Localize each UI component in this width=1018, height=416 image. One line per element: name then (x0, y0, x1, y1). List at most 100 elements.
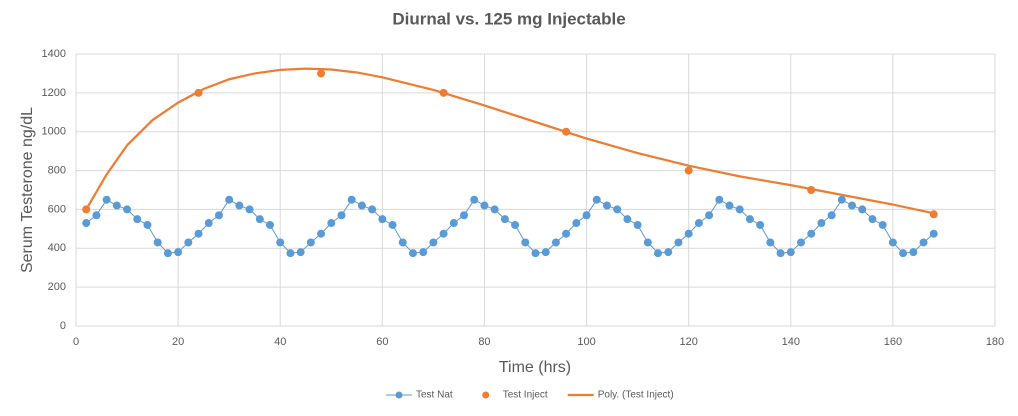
legend-item: Poly. (Test Inject) (567, 390, 674, 401)
y-tick-label: 1200 (42, 87, 66, 99)
data-point (858, 205, 867, 214)
data-point (245, 205, 254, 214)
series-line (85, 199, 935, 254)
data-point (776, 249, 785, 258)
data-point (112, 201, 121, 210)
x-tick-label: 180 (986, 336, 1004, 348)
legend-label: Test Nat (416, 390, 453, 401)
chart-title: Diurnal vs. 125 mg Injectable (392, 9, 625, 28)
data-point (357, 201, 366, 210)
data-point (909, 248, 918, 257)
data-point (408, 249, 417, 258)
data-point (531, 249, 540, 258)
data-point (286, 249, 295, 258)
data-point (643, 238, 652, 247)
data-point (888, 238, 897, 247)
data-point (929, 210, 938, 219)
data-point (398, 238, 407, 247)
data-point (225, 195, 234, 204)
data-point (929, 229, 938, 238)
data-point (470, 195, 479, 204)
data-point (878, 220, 887, 229)
data-point (868, 215, 877, 224)
data-point (786, 248, 795, 257)
legend-swatch-marker (482, 391, 490, 399)
x-tick-label: 160 (884, 336, 902, 348)
data-point (82, 219, 91, 228)
data-point (143, 220, 152, 229)
data-point (500, 215, 509, 224)
data-point (214, 211, 223, 220)
data-point (133, 215, 142, 224)
data-point (429, 238, 438, 247)
data-point (439, 229, 448, 238)
x-axis-label: Time (hrs) (499, 359, 571, 376)
data-point (562, 229, 571, 238)
data-point (694, 219, 703, 228)
data-point (317, 69, 326, 78)
x-tick-label: 140 (782, 336, 800, 348)
y-tick-label: 1400 (42, 48, 66, 60)
data-point (153, 238, 162, 247)
y-tick-label: 800 (48, 164, 66, 176)
x-tick-label: 80 (478, 336, 490, 348)
x-tick-label: 40 (274, 336, 286, 348)
data-point (919, 238, 928, 247)
data-point (817, 219, 826, 228)
data-point (378, 215, 387, 224)
data-point (368, 205, 377, 214)
x-tick-label: 60 (376, 336, 388, 348)
data-point (572, 219, 581, 228)
legend-item: Test Inject (482, 390, 548, 401)
data-point (592, 195, 601, 204)
data-point (684, 229, 693, 238)
x-tick-label: 100 (577, 336, 595, 348)
data-point (705, 211, 714, 220)
data-point (511, 220, 520, 229)
y-tick-label: 1000 (42, 126, 66, 138)
data-point (664, 248, 673, 257)
data-point (480, 201, 489, 210)
data-point (684, 166, 693, 175)
data-point (102, 195, 111, 204)
x-tick-label: 0 (73, 336, 79, 348)
data-point (266, 220, 275, 229)
x-tick-label: 20 (172, 336, 184, 348)
data-point (123, 205, 132, 214)
data-point (899, 249, 908, 258)
data-point (766, 238, 775, 247)
data-point (174, 248, 183, 257)
data-point (654, 249, 663, 258)
data-point (460, 211, 469, 220)
data-point (184, 238, 193, 247)
data-point (745, 215, 754, 224)
data-point (194, 229, 203, 238)
data-point (715, 195, 724, 204)
legend-label: Poly. (Test Inject) (598, 390, 674, 401)
data-point (796, 238, 805, 247)
y-tick-label: 0 (60, 320, 66, 332)
data-point (490, 205, 499, 214)
data-point (735, 205, 744, 214)
data-point (347, 195, 356, 204)
data-point (837, 195, 846, 204)
legend-swatch-marker (395, 391, 403, 399)
data-point (807, 229, 816, 238)
data-point (388, 220, 397, 229)
series-line (85, 67, 934, 215)
data-point (602, 201, 611, 210)
y-axis-label: Serum Testerone ng/dL (19, 107, 36, 273)
data-point (827, 211, 836, 220)
data-point (613, 205, 622, 214)
x-tick-label: 120 (679, 336, 697, 348)
data-point (163, 249, 172, 258)
data-point (92, 211, 101, 220)
data-point (255, 215, 264, 224)
data-point (582, 211, 591, 220)
data-point (674, 238, 683, 247)
data-point (306, 238, 315, 247)
y-tick-label: 200 (48, 281, 66, 293)
data-point (317, 229, 326, 238)
data-point (725, 201, 734, 210)
